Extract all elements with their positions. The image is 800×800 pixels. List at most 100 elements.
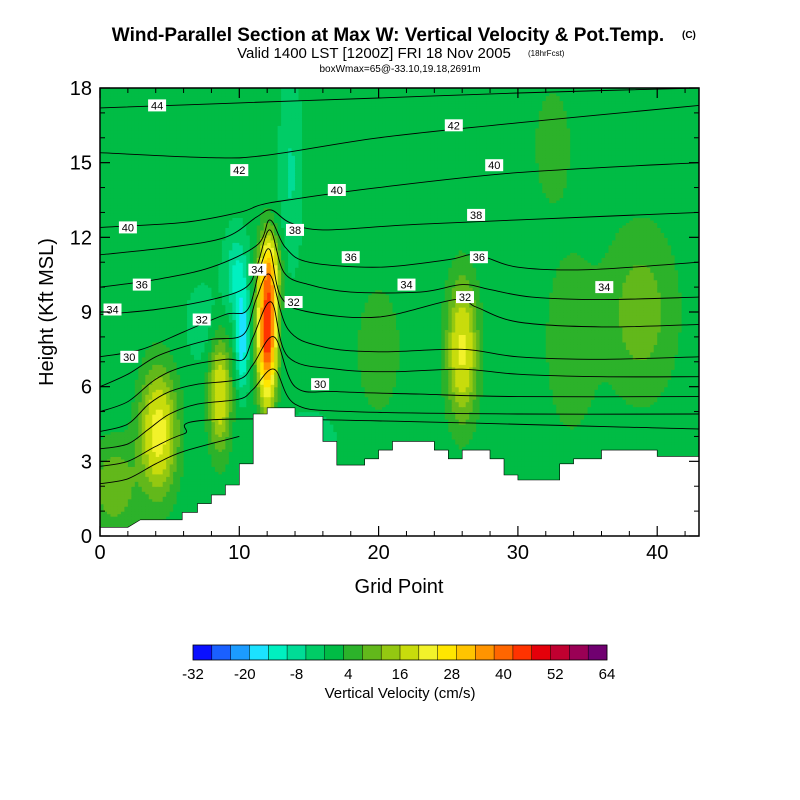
velocity-cell [120, 501, 125, 505]
velocity-cell [524, 471, 529, 475]
velocity-cell [173, 488, 178, 492]
velocity-cell [155, 513, 160, 517]
velocity-cell [131, 468, 136, 472]
velocity-cell [145, 478, 150, 482]
velocity-cell [183, 496, 188, 500]
velocity-cell [166, 481, 171, 485]
velocity-cell [152, 498, 157, 502]
velocity-cell [225, 473, 230, 477]
velocity-cell [162, 516, 167, 520]
velocity-cell [141, 498, 146, 502]
velocity-cell [173, 508, 178, 512]
velocity-cell [159, 463, 164, 467]
velocity-cell [169, 471, 174, 475]
velocity-cell [187, 506, 192, 510]
velocity-cell [166, 471, 171, 475]
velocity-cell [100, 488, 105, 492]
velocity-cell [517, 466, 522, 470]
velocity-cell [517, 463, 522, 467]
velocity-cell [103, 511, 108, 515]
velocity-cell [166, 473, 171, 477]
velocity-cell [180, 471, 185, 475]
velocity-cell [117, 501, 122, 505]
velocity-cell [131, 481, 136, 485]
velocity-cell [127, 486, 132, 490]
velocity-cell [214, 463, 219, 467]
velocity-cell [113, 466, 119, 470]
velocity-cell [232, 478, 237, 482]
velocity-cell [110, 471, 115, 475]
velocity-cell [117, 503, 122, 507]
velocity-cell [204, 498, 209, 502]
velocity-cell [148, 478, 153, 482]
velocity-cell [173, 483, 178, 487]
velocity-cell [124, 511, 129, 515]
velocity-cell [159, 471, 164, 475]
velocity-cell [204, 478, 209, 482]
velocity-cell [194, 476, 199, 480]
velocity-cell [141, 471, 146, 475]
velocity-cell [124, 491, 129, 495]
velocity-cell [176, 483, 181, 487]
velocity-cell [124, 496, 129, 500]
velocity-cell [169, 508, 174, 512]
velocity-cell [106, 466, 112, 470]
velocity-cell [204, 496, 209, 500]
velocity-cell [106, 496, 112, 500]
velocity-cell [162, 476, 167, 480]
velocity-cell [145, 493, 150, 497]
velocity-cell [207, 466, 213, 470]
velocity-cell [194, 473, 199, 477]
velocity-cell [117, 518, 122, 522]
velocity-cell [138, 478, 143, 482]
velocity-cell [176, 498, 181, 502]
velocity-cell [113, 473, 119, 477]
velocity-cell [552, 466, 557, 470]
velocity-cell [173, 506, 178, 510]
velocity-cell [113, 481, 119, 485]
velocity-cell [197, 486, 202, 490]
velocity-cell [176, 478, 181, 482]
velocity-cell [556, 466, 561, 470]
velocity-cell [148, 493, 153, 497]
velocity-cell [166, 516, 171, 520]
velocity-cell [145, 463, 150, 467]
velocity-cell [162, 503, 167, 507]
velocity-cell [148, 481, 153, 485]
velocity-cell [214, 466, 219, 470]
velocity-cell [514, 466, 519, 470]
velocity-cell [200, 463, 206, 467]
velocity-cell [134, 501, 139, 505]
velocity-cell [120, 486, 125, 490]
velocity-cell [173, 501, 178, 505]
velocity-cell [187, 498, 192, 502]
velocity-cell [211, 473, 216, 477]
velocity-cell [232, 476, 237, 480]
velocity-cell [221, 483, 226, 487]
velocity-cell [110, 483, 115, 487]
velocity-cell [221, 476, 226, 480]
velocity-cell [127, 521, 132, 525]
velocity-cell [187, 481, 192, 485]
velocity-cell [207, 473, 213, 477]
velocity-cell [162, 468, 167, 472]
velocity-cell [521, 466, 526, 470]
velocity-cell [207, 498, 213, 502]
velocity-cell [134, 496, 139, 500]
velocity-cell [187, 496, 192, 500]
velocity-cell [110, 473, 115, 477]
velocity-cell [207, 471, 213, 475]
velocity-cell [152, 506, 157, 510]
velocity-cell [200, 471, 206, 475]
velocity-cell [159, 503, 164, 507]
velocity-cell [103, 498, 108, 502]
velocity-cell [194, 493, 199, 497]
velocity-cell [159, 466, 164, 470]
velocity-cell [166, 468, 171, 472]
velocity-cell [166, 478, 171, 482]
velocity-cell [159, 483, 164, 487]
velocity-cell [134, 513, 139, 517]
velocity-cell [148, 511, 153, 515]
velocity-cell [100, 478, 105, 482]
velocity-cell [549, 476, 554, 480]
